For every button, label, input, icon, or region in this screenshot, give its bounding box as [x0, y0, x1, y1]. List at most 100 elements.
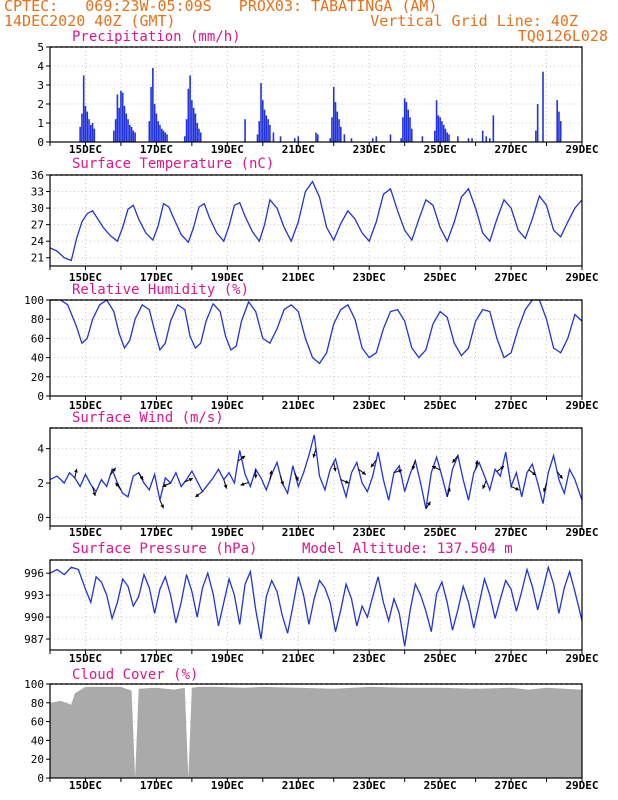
rh-title: Relative Humidity (%): [72, 282, 249, 298]
pres-date-label: 27DEC: [495, 652, 528, 665]
precip-bar: [434, 130, 436, 142]
temp-date-label: 27DEC: [495, 271, 528, 284]
wind-arrow-head: [361, 471, 366, 475]
precip-bar: [157, 121, 159, 142]
precip-bar: [194, 113, 197, 142]
precip-bar: [79, 126, 81, 142]
precip-bar: [371, 138, 374, 142]
header-model-id: TQ0126L028: [517, 27, 608, 45]
precip-bar: [492, 115, 495, 142]
precip-bar: [332, 86, 335, 142]
precip-bar: [536, 104, 539, 142]
cloud-area: [50, 686, 582, 778]
temp-ytick-label: 36: [31, 169, 44, 182]
wind-frame: [49, 427, 583, 527]
precip-bar: [375, 136, 378, 142]
pres-date-label: 15DEC: [69, 652, 102, 665]
wind-date-label: 15DEC: [69, 526, 102, 539]
rh-ytick-label: 40: [31, 352, 44, 365]
wind-title: Surface Wind (m/s): [72, 410, 224, 426]
precip-bar: [442, 124, 445, 142]
precip-bar: [192, 107, 195, 142]
rh-date-label: 25DEC: [424, 399, 457, 412]
precip-bar: [559, 121, 562, 142]
precip-ytick-label: 2: [37, 98, 44, 111]
temp-series-line: [49, 180, 583, 262]
wind-arrow-head: [112, 467, 116, 472]
cloud-date-label: 17DEC: [140, 779, 173, 792]
temp-date-label: 23DEC: [353, 271, 386, 284]
precip-bar: [164, 132, 167, 142]
precip-bar: [198, 128, 200, 142]
precip-bar: [129, 124, 131, 142]
cloud-ytick-label: 100: [24, 678, 44, 691]
precip-bar: [84, 105, 87, 142]
temp-date-label: 25DEC: [424, 271, 457, 284]
temp-title: Surface Temperature (nC): [72, 156, 274, 172]
precip-bar: [159, 124, 161, 142]
precip-date-label: 23DEC: [353, 143, 386, 156]
cloud-date-label: 23DEC: [353, 779, 386, 792]
pres-series-line: [49, 564, 583, 647]
wind-arrow-head: [188, 477, 193, 482]
pres-date-label: 29DEC: [565, 652, 598, 665]
precip-bar: [91, 123, 94, 142]
precip-bar: [331, 117, 333, 142]
precip-bar: [189, 75, 191, 142]
cloud-date-label: 21DEC: [282, 779, 315, 792]
rh-ytick-label: 100: [24, 294, 44, 307]
precip-bar: [155, 113, 158, 142]
cloud-date-label: 29DEC: [565, 779, 598, 792]
header-line1: CPTEC: 069:23W-05:09S PROX03: TABATINGA …: [4, 0, 438, 15]
wind-date-label: 29DEC: [565, 526, 598, 539]
wind-arrow-head: [269, 470, 273, 475]
precip-bar: [127, 119, 129, 142]
pres-ytick-label: 996: [24, 567, 44, 580]
rh-ytick-label: 60: [31, 332, 44, 345]
cloud-date-label: 15DEC: [69, 779, 102, 792]
precip-bar: [272, 132, 275, 142]
pres-title: Surface Pressure (hPa): [72, 541, 257, 557]
wind-arrow-head: [558, 474, 563, 479]
precip-bar: [121, 92, 124, 142]
precip-bar: [185, 119, 188, 142]
cloud-ytick-label: 0: [37, 772, 44, 785]
precip-bar: [116, 94, 119, 142]
precip-bar: [196, 123, 198, 142]
header-date: 14DEC2020 40Z (GMT): [4, 12, 176, 30]
rh-ytick-label: 80: [31, 313, 44, 326]
precip-bar: [485, 136, 488, 142]
wind-ytick-label: 2: [37, 477, 44, 490]
precip-bar: [162, 130, 165, 142]
precip-title: Precipitation (mm/h): [72, 29, 241, 45]
pres-subtitle: Model Altitude: 137.504 m: [302, 541, 513, 557]
wind-arrow-head: [411, 465, 416, 470]
precip-bar: [441, 121, 443, 142]
cloud-title: Cloud Cover (%): [72, 667, 198, 683]
wind-date-label: 21DEC: [282, 526, 315, 539]
wind-arrow-head: [344, 480, 349, 484]
rh-date-label: 21DEC: [282, 399, 315, 412]
precip-bar: [488, 138, 491, 142]
wind-arrow-head: [162, 483, 167, 487]
precip-bar: [467, 138, 470, 142]
precip-bar: [166, 134, 168, 142]
rh-date-label: 19DEC: [211, 399, 244, 412]
precip-bar: [125, 113, 128, 142]
precip-bar: [187, 88, 190, 142]
precip-bar: [421, 136, 424, 142]
wind-arrow-head: [474, 460, 479, 465]
temp-ytick-label: 24: [31, 235, 45, 248]
precip-bar: [437, 115, 440, 142]
cloud-date-label: 25DEC: [424, 779, 457, 792]
precip-bar: [338, 119, 340, 142]
precip-bar: [481, 130, 484, 142]
precip-bar: [405, 102, 408, 142]
pres-ytick-label: 990: [24, 611, 44, 624]
rh-series-line: [50, 299, 583, 365]
precip-bar: [134, 132, 136, 142]
wind-arrow-head: [195, 493, 200, 498]
wind-arrow-head: [500, 466, 505, 470]
precip-bar: [407, 109, 410, 142]
